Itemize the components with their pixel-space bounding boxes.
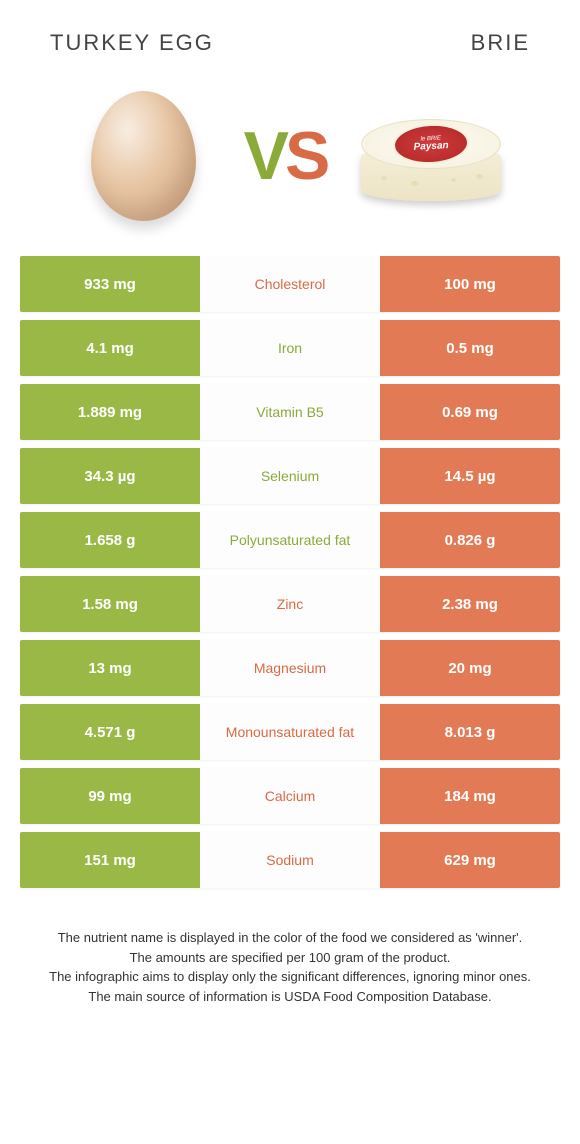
left-value: 34.3 µg: [20, 448, 200, 504]
right-value: 629 mg: [380, 832, 560, 888]
footer-notes: The nutrient name is displayed in the co…: [0, 888, 580, 1006]
brie-image: le BRIE Paysan: [356, 86, 506, 226]
nutrient-label: Monounsaturated fat: [200, 704, 380, 760]
nutrient-label: Iron: [200, 320, 380, 376]
nutrient-label: Zinc: [200, 576, 380, 632]
right-value: 14.5 µg: [380, 448, 560, 504]
nutrient-label: Vitamin B5: [200, 384, 380, 440]
vs-label: VS: [244, 122, 327, 190]
right-value: 2.38 mg: [380, 576, 560, 632]
left-value: 4.571 g: [20, 704, 200, 760]
vs-letter-v: V: [244, 118, 285, 194]
left-value: 1.889 mg: [20, 384, 200, 440]
left-value: 4.1 mg: [20, 320, 200, 376]
turkey-egg-image: [74, 86, 214, 226]
right-value: 100 mg: [380, 256, 560, 312]
left-value: 1.658 g: [20, 512, 200, 568]
nutrient-row: 1.658 gPolyunsaturated fat0.826 g: [20, 512, 560, 568]
left-value: 151 mg: [20, 832, 200, 888]
right-value: 20 mg: [380, 640, 560, 696]
right-value: 0.69 mg: [380, 384, 560, 440]
nutrient-row: 34.3 µgSelenium14.5 µg: [20, 448, 560, 504]
footer-line-3: The infographic aims to display only the…: [30, 967, 550, 987]
nutrient-label: Polyunsaturated fat: [200, 512, 380, 568]
header: TURKEY EGG BRIE: [0, 0, 580, 66]
nutrient-row: 151 mgSodium629 mg: [20, 832, 560, 888]
right-value: 184 mg: [380, 768, 560, 824]
nutrient-label: Calcium: [200, 768, 380, 824]
left-value: 13 mg: [20, 640, 200, 696]
vs-letter-s: S: [285, 118, 326, 194]
hero-row: VS le BRIE Paysan: [0, 66, 580, 256]
right-value: 8.013 g: [380, 704, 560, 760]
footer-line-4: The main source of information is USDA F…: [30, 987, 550, 1007]
nutrient-label: Selenium: [200, 448, 380, 504]
nutrient-label: Sodium: [200, 832, 380, 888]
nutrient-row: 4.1 mgIron0.5 mg: [20, 320, 560, 376]
left-food-title: TURKEY EGG: [50, 30, 214, 56]
nutrient-row: 4.571 gMonounsaturated fat8.013 g: [20, 704, 560, 760]
right-food-title: BRIE: [471, 30, 530, 56]
nutrient-row: 99 mgCalcium184 mg: [20, 768, 560, 824]
nutrient-row: 1.58 mgZinc2.38 mg: [20, 576, 560, 632]
nutrient-row: 1.889 mgVitamin B50.69 mg: [20, 384, 560, 440]
nutrient-label: Magnesium: [200, 640, 380, 696]
nutrient-table: 933 mgCholesterol100 mg 4.1 mgIron0.5 mg 1…: [20, 256, 560, 888]
left-value: 1.58 mg: [20, 576, 200, 632]
right-value: 0.826 g: [380, 512, 560, 568]
footer-line-2: The amounts are specified per 100 gram o…: [30, 948, 550, 968]
footer-line-1: The nutrient name is displayed in the co…: [30, 928, 550, 948]
nutrient-row: 13 mgMagnesium20 mg: [20, 640, 560, 696]
right-value: 0.5 mg: [380, 320, 560, 376]
brie-icon: le BRIE Paysan: [361, 111, 501, 201]
left-value: 933 mg: [20, 256, 200, 312]
egg-icon: [91, 91, 196, 221]
left-value: 99 mg: [20, 768, 200, 824]
nutrient-label: Cholesterol: [200, 256, 380, 312]
nutrient-row: 933 mgCholesterol100 mg: [20, 256, 560, 312]
